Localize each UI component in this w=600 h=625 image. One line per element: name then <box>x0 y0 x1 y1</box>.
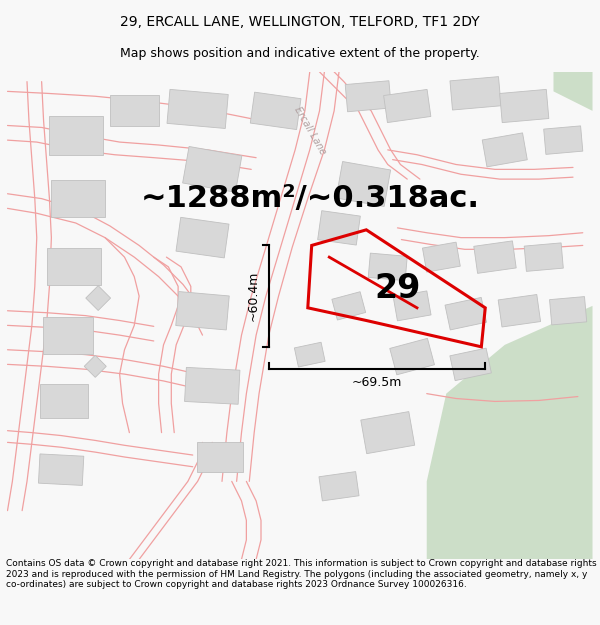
Polygon shape <box>544 126 583 154</box>
Text: ~1288m²/~0.318ac.: ~1288m²/~0.318ac. <box>140 184 479 213</box>
Polygon shape <box>185 368 240 404</box>
Polygon shape <box>450 348 491 381</box>
Polygon shape <box>427 306 593 559</box>
Polygon shape <box>176 291 229 330</box>
Polygon shape <box>345 81 391 112</box>
Polygon shape <box>110 95 158 126</box>
Polygon shape <box>295 342 325 367</box>
Polygon shape <box>550 297 587 325</box>
Polygon shape <box>445 298 487 330</box>
Polygon shape <box>84 355 106 377</box>
Polygon shape <box>49 116 103 155</box>
Polygon shape <box>43 317 93 354</box>
Polygon shape <box>390 338 434 375</box>
Polygon shape <box>393 291 431 321</box>
Polygon shape <box>361 412 415 454</box>
Polygon shape <box>250 92 301 129</box>
Text: 29: 29 <box>374 272 421 305</box>
Polygon shape <box>368 253 407 281</box>
Text: Map shows position and indicative extent of the property.: Map shows position and indicative extent… <box>120 48 480 61</box>
Polygon shape <box>317 211 361 245</box>
Text: ~60.4m: ~60.4m <box>247 271 260 321</box>
Polygon shape <box>383 89 431 122</box>
Polygon shape <box>38 454 84 486</box>
Polygon shape <box>524 243 563 271</box>
Text: Ercall Lane: Ercall Lane <box>292 104 328 156</box>
Polygon shape <box>182 146 242 192</box>
Polygon shape <box>422 242 460 272</box>
Text: ~69.5m: ~69.5m <box>352 376 402 389</box>
Polygon shape <box>498 294 541 327</box>
Polygon shape <box>482 133 527 167</box>
Polygon shape <box>336 161 391 206</box>
Text: Contains OS data © Crown copyright and database right 2021. This information is : Contains OS data © Crown copyright and d… <box>6 559 596 589</box>
Polygon shape <box>554 72 593 111</box>
Polygon shape <box>474 241 516 273</box>
Text: 29, ERCALL LANE, WELLINGTON, TELFORD, TF1 2DY: 29, ERCALL LANE, WELLINGTON, TELFORD, TF… <box>120 14 480 29</box>
Polygon shape <box>40 384 88 419</box>
Polygon shape <box>197 442 244 472</box>
Polygon shape <box>167 89 228 129</box>
Polygon shape <box>47 248 101 286</box>
Polygon shape <box>500 89 549 122</box>
Polygon shape <box>319 472 359 501</box>
Polygon shape <box>51 180 104 217</box>
Polygon shape <box>332 292 365 320</box>
Polygon shape <box>450 77 501 110</box>
Polygon shape <box>176 217 229 258</box>
Polygon shape <box>86 286 110 311</box>
